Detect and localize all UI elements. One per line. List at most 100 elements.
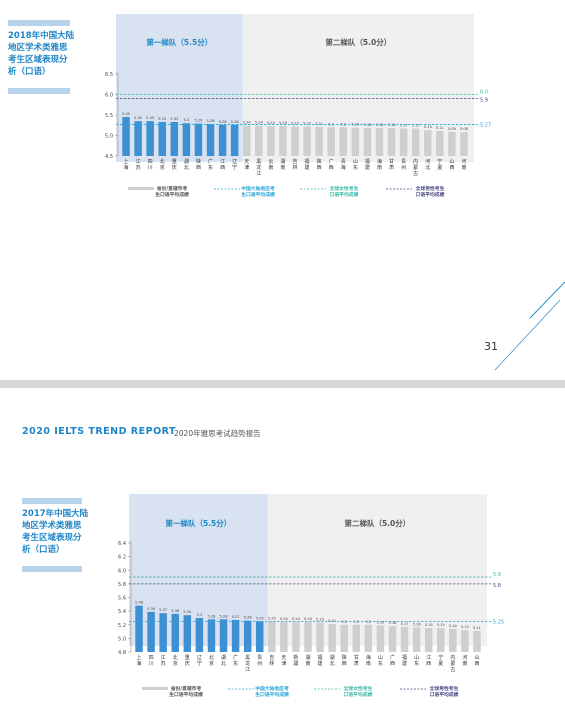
report-subtitle: 2020年雅思考试趋势报告 xyxy=(174,429,261,438)
bar xyxy=(255,621,264,652)
category-label: 四川 xyxy=(149,655,154,667)
category-label: 山东 xyxy=(414,654,419,667)
legend-swatch-bar xyxy=(142,687,168,690)
bar xyxy=(219,619,228,652)
bar-value-label: 5.35 xyxy=(146,116,154,120)
category-label: 福建 xyxy=(305,158,310,171)
bar-value-label: 5.22 xyxy=(303,121,311,125)
tier1-label: 第一梯队（5.5分） xyxy=(165,518,231,528)
category-label: 湖北 xyxy=(221,654,226,667)
bar-value-label: 5.35 xyxy=(134,116,142,120)
bar xyxy=(460,132,468,156)
report-title: 2020 IELTS TREND REPORT xyxy=(22,426,177,437)
bar xyxy=(195,617,204,652)
bar xyxy=(363,128,372,156)
legend-label-china: 中国大陆地区考生口语平均成绩 xyxy=(241,185,275,198)
bar xyxy=(183,615,192,652)
bar-value-label: 5.2 xyxy=(341,620,347,624)
category-label: 天津 xyxy=(281,655,286,667)
category-label: 吉林 xyxy=(292,158,297,171)
bar-value-label: 5.27 xyxy=(232,615,240,619)
category-label: 江苏 xyxy=(161,654,166,667)
page-separator xyxy=(0,380,565,388)
bar-value-label: 5.3 xyxy=(197,613,203,617)
bar xyxy=(303,126,311,156)
bar xyxy=(461,630,469,652)
legend-label-bar: 省份/直辖市考生口语平均成绩 xyxy=(169,685,203,698)
bar-value-label: 5.11 xyxy=(473,626,481,630)
legend-label-female: 全球女性考生口语平均成绩 xyxy=(343,685,373,698)
bar xyxy=(327,127,335,156)
bar-value-label: 5.24 xyxy=(304,617,313,621)
bar-value-label: 5.08 xyxy=(460,127,469,131)
legend-label-bar: 省份/直辖市考生口语平均成绩 xyxy=(155,185,189,198)
bar-value-label: 5.17 xyxy=(400,124,408,128)
bar xyxy=(267,126,275,156)
reference-line-label-male: 5.9 xyxy=(480,98,488,104)
bar-value-label: 5.48 xyxy=(135,601,144,605)
bar xyxy=(135,605,143,652)
bar-value-label: 5.19 xyxy=(376,620,385,624)
bar xyxy=(448,131,456,156)
category-label: 湖南 xyxy=(280,158,285,171)
legend-label-male: 全球男性考生口语平均成绩 xyxy=(415,185,445,198)
bar xyxy=(291,126,299,156)
bar xyxy=(268,621,276,652)
category-label: 河北 xyxy=(425,158,430,171)
bar xyxy=(122,117,130,156)
bar-value-label: 5.18 xyxy=(375,123,384,127)
bar xyxy=(159,613,167,652)
bar xyxy=(449,628,457,652)
bar xyxy=(158,121,166,156)
reference-line-label-female: 6.0 xyxy=(480,90,488,96)
bar xyxy=(473,630,481,652)
bar xyxy=(437,628,445,652)
bar xyxy=(376,625,385,652)
category-label: 辽宁 xyxy=(232,158,237,171)
category-label: 福建 xyxy=(402,654,407,667)
sidebar-accent-bar-bottom-lower xyxy=(22,566,82,572)
bar-value-label: 5.3 xyxy=(184,118,190,122)
bar xyxy=(387,128,396,156)
bar xyxy=(315,126,323,156)
legend-label-china: 中国大陆地区考生口语平均成绩 xyxy=(255,685,289,698)
bar xyxy=(339,127,348,156)
category-label: 江西 xyxy=(426,654,431,667)
category-label: 河南 xyxy=(461,158,466,171)
bar-value-label: 5.14 xyxy=(449,624,458,628)
category-label: 河南 xyxy=(462,654,467,667)
category-label: 辽宁 xyxy=(197,654,202,667)
bar-value-label: 5.33 xyxy=(158,117,166,121)
bar xyxy=(218,124,227,156)
chart-2017: 第一梯队（5.5分） 第二梯队（5.0分） 4.8 5.0 5.2 5.4 5.6 5.8 6.… xyxy=(118,494,504,698)
legend-label-female: 全球女性考生口语平均成绩 xyxy=(329,185,359,198)
category-label: 贵州 xyxy=(401,158,406,171)
category-label: 湖北 xyxy=(330,654,335,667)
bar-value-label: 5.28 xyxy=(207,119,216,123)
bar-value-label: 5.24 xyxy=(292,617,301,621)
category-label: 北京 xyxy=(209,654,214,667)
category-label: 重庆 xyxy=(172,158,177,171)
bar-value-label: 5.12 xyxy=(461,625,469,629)
bar xyxy=(340,624,348,652)
page-top: 2018年中国大陆 地区学术类雅思 考生区域表现分 析（口语） 第一梯队（5.5… xyxy=(8,14,498,353)
bar-value-label: 5.39 xyxy=(147,607,156,611)
category-label: 陕西 xyxy=(342,654,347,667)
bar-value-label: 5.18 xyxy=(363,123,372,127)
category-label: 黑龙江 xyxy=(256,159,261,177)
y-tick-label: 6.5 xyxy=(105,72,113,78)
sidebar-accent-bar-top xyxy=(8,20,70,26)
bar xyxy=(351,127,360,156)
category-label: 内蒙古 xyxy=(413,158,418,177)
bar xyxy=(255,125,263,156)
category-label: 陕西 xyxy=(196,158,201,171)
bar xyxy=(206,124,215,156)
category-label: 黑龙江 xyxy=(245,655,250,673)
category-label: 贵州 xyxy=(257,654,262,667)
reference-line-label-female: 5.9 xyxy=(493,572,501,578)
category-label: 重庆 xyxy=(185,654,190,667)
category-label: 湖南 xyxy=(305,654,310,667)
bar-value-label: 5.37 xyxy=(159,608,167,612)
bar-value-label: 5.24 xyxy=(280,617,289,621)
category-label: 天津 xyxy=(244,159,249,171)
